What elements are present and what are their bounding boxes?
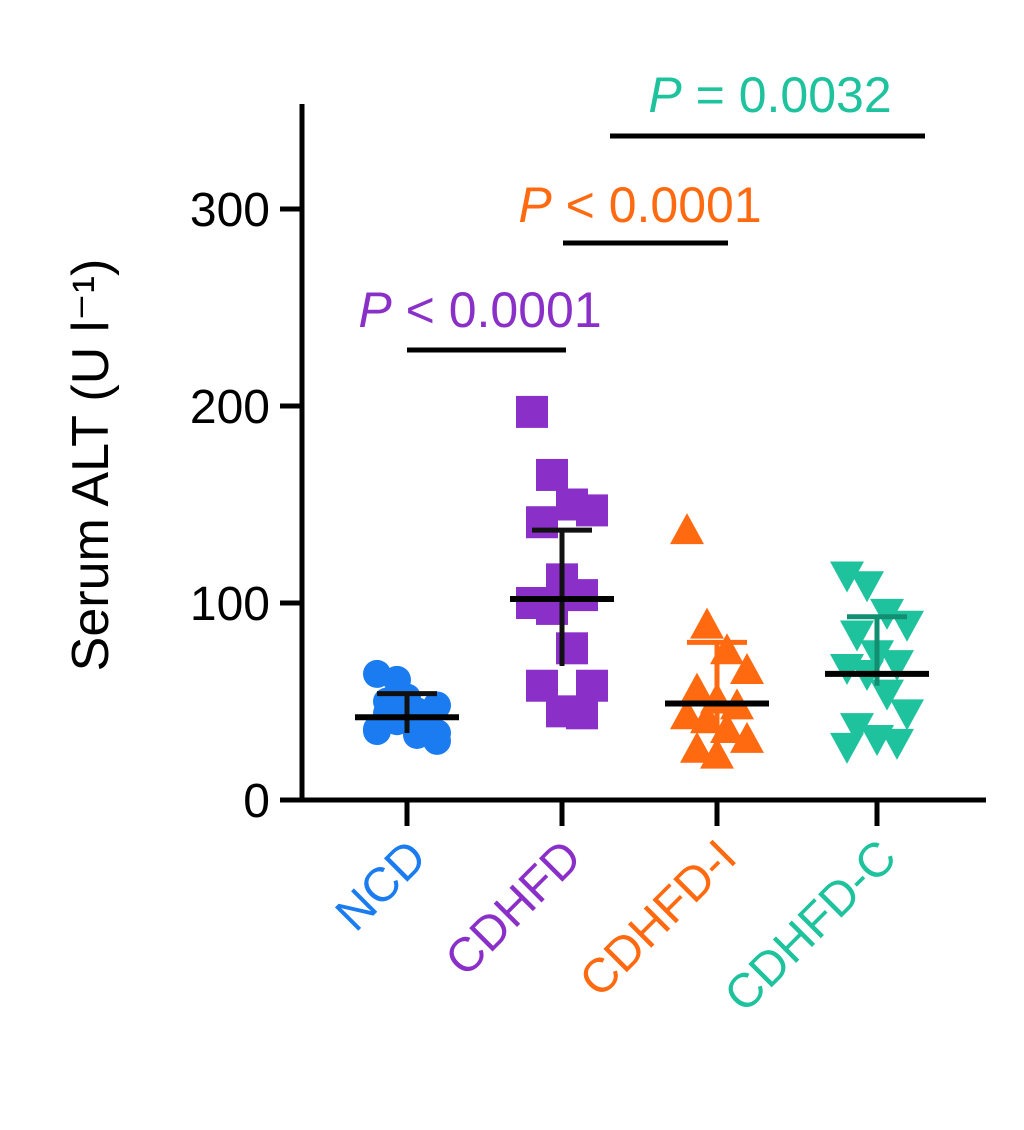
data-point bbox=[670, 513, 704, 545]
data-point bbox=[730, 652, 764, 684]
mean-sd-bars bbox=[355, 527, 929, 734]
data-point bbox=[890, 699, 924, 731]
data-point bbox=[536, 458, 568, 491]
p-value: < 0.0001 bbox=[552, 177, 762, 233]
data-point bbox=[710, 712, 744, 744]
p-symbol: P bbox=[358, 282, 392, 338]
p-value: < 0.0001 bbox=[392, 282, 602, 338]
y-axis-label: Serum ALT (U l⁻¹) bbox=[62, 259, 120, 672]
data-point bbox=[690, 607, 724, 639]
data-point bbox=[840, 713, 874, 745]
data-point bbox=[830, 561, 864, 593]
data-point bbox=[423, 719, 451, 748]
p-value-label: P = 0.0032 bbox=[648, 67, 891, 123]
data-point bbox=[880, 728, 914, 760]
data-points bbox=[363, 395, 924, 769]
y-ticks: 0 100 200 300 bbox=[190, 184, 302, 828]
p-value: = 0.0032 bbox=[682, 67, 892, 123]
y-tick-label: 200 bbox=[190, 381, 270, 434]
p-symbol: P bbox=[518, 177, 552, 233]
data-point bbox=[576, 669, 608, 702]
data-point bbox=[516, 395, 548, 428]
data-point bbox=[840, 620, 874, 652]
data-point bbox=[880, 650, 914, 682]
x-tick-label-cdhfd: CDHFD bbox=[436, 830, 592, 986]
p-symbol: P bbox=[648, 67, 682, 123]
x-tick-label-ncd: NCD bbox=[326, 830, 437, 941]
data-point bbox=[363, 715, 391, 744]
data-point bbox=[700, 737, 734, 769]
axes bbox=[299, 104, 986, 803]
data-point bbox=[566, 697, 598, 730]
x-tick-label-cdhfd-c: CDHFD-C bbox=[715, 830, 907, 1022]
data-point bbox=[526, 506, 558, 539]
data-point bbox=[870, 679, 904, 711]
data-point bbox=[670, 698, 704, 730]
data-point bbox=[576, 494, 608, 527]
y-tick-label: 100 bbox=[190, 578, 270, 631]
data-point bbox=[566, 579, 598, 612]
data-point bbox=[680, 672, 714, 704]
p-value-label: P < 0.0001 bbox=[518, 177, 761, 233]
data-point bbox=[850, 571, 884, 603]
data-point bbox=[730, 721, 764, 753]
y-tick-label: 300 bbox=[190, 184, 270, 237]
y-tick-label: 0 bbox=[243, 775, 270, 828]
data-point bbox=[680, 731, 714, 763]
p-value-label: P < 0.0001 bbox=[358, 282, 601, 338]
data-point bbox=[830, 732, 864, 764]
